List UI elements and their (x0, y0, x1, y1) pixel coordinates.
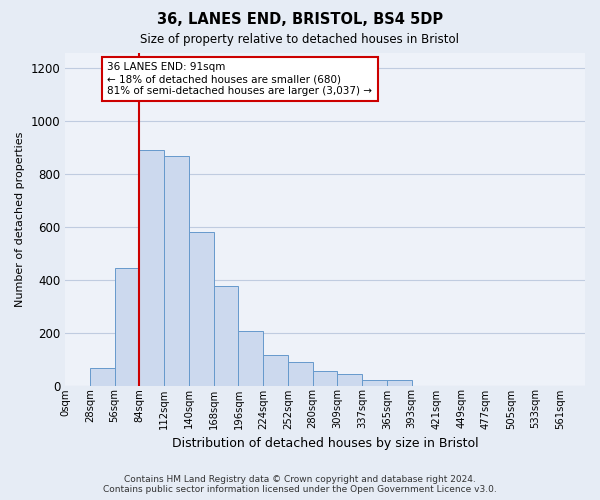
Bar (139, 150, 164, 386)
Bar (189, 232, 214, 386)
Bar (238, 332, 263, 386)
Y-axis label: Number of detached properties: Number of detached properties (15, 132, 25, 306)
Bar (90, 368, 115, 386)
Bar (263, 355, 288, 386)
Bar (288, 362, 313, 386)
Bar (164, 156, 189, 386)
Bar (313, 371, 337, 386)
Text: Size of property relative to detached houses in Bristol: Size of property relative to detached ho… (140, 32, 460, 46)
Text: 36, LANES END, BRISTOL, BS4 5DP: 36, LANES END, BRISTOL, BS4 5DP (157, 12, 443, 28)
X-axis label: Distribution of detached houses by size in Bristol: Distribution of detached houses by size … (172, 437, 478, 450)
Text: Contains public sector information licensed under the Open Government Licence v3: Contains public sector information licen… (103, 485, 497, 494)
Bar (387, 380, 412, 386)
Text: Contains HM Land Registry data © Crown copyright and database right 2024.: Contains HM Land Registry data © Crown c… (124, 475, 476, 484)
Text: 36 LANES END: 91sqm
← 18% of detached houses are smaller (680)
81% of semi-detac: 36 LANES END: 91sqm ← 18% of detached ho… (107, 62, 373, 96)
Bar (214, 286, 238, 386)
Bar (115, 268, 139, 386)
Bar (362, 380, 387, 386)
Bar (337, 374, 362, 386)
